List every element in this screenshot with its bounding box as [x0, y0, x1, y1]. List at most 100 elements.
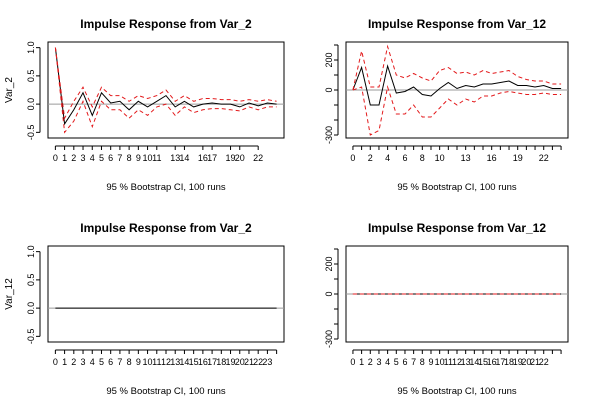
x-tick-label: 22 — [253, 153, 263, 163]
x-tick-label: 12 — [161, 357, 171, 367]
x-tick-label: 6 — [108, 153, 113, 163]
x-tick-label: 21 — [530, 357, 540, 367]
x-axis: 0 2 4 6 8 10 13 16 19 22 — [350, 145, 562, 163]
x-tick-label: 1 — [359, 357, 364, 367]
x-tick-label: 8 — [420, 153, 425, 163]
x-tick-label: 6 — [108, 357, 113, 367]
upper-ci-line — [54, 47, 277, 120]
x-tick-label: 20 — [235, 153, 245, 163]
y-tick-label: -0.5 — [26, 125, 36, 141]
x-tick-label: 13 — [170, 153, 180, 163]
panel-title: Impulse Response from Var_12 — [368, 17, 546, 31]
panel-title: Impulse Response from Var_2 — [80, 17, 252, 31]
y-axis: -300 0 200 — [324, 44, 339, 144]
x-tick-label: 13 — [461, 357, 471, 367]
x-tick-label: 19 — [226, 153, 236, 163]
x-tick-label: 16 — [198, 153, 208, 163]
x-tick-label: 0 — [53, 153, 58, 163]
x-axis-label: 95 % Bootstrap CI, 100 runs — [106, 386, 226, 397]
x-tick-label: 19 — [513, 153, 523, 163]
x-axis-label: 95 % Bootstrap CI, 100 runs — [397, 182, 517, 193]
x-tick-label: 10 — [435, 153, 445, 163]
x-tick-label: 7 — [117, 153, 122, 163]
panel-title: Impulse Response from Var_2 — [80, 221, 252, 235]
y-axis: -0.5 0.0 0.5 1.0 — [26, 41, 41, 141]
x-tick-label: 10 — [143, 153, 153, 163]
x-tick-label: 0 — [53, 357, 58, 367]
y-axis-label: Var_12 — [4, 278, 15, 310]
y-tick-label: 1.0 — [26, 245, 36, 258]
y-tick-label: -300 — [324, 330, 334, 348]
x-axis: 0 1 2 3 4 5 6 7 8 9 10 11 13 14 16 17 19 20 22 — [53, 145, 263, 163]
x-tick-label: 0 — [350, 357, 355, 367]
x-tick-label: 19 — [513, 357, 523, 367]
x-tick-label: 2 — [71, 153, 76, 163]
x-tick-label: 12 — [452, 357, 462, 367]
x-tick-label: 22 — [539, 153, 549, 163]
x-tick-label: 7 — [411, 357, 416, 367]
x-tick-label: 1 — [62, 153, 67, 163]
x-tick-label: 11 — [152, 153, 161, 163]
y-tick-label: 200 — [324, 52, 334, 67]
x-tick-label: 18 — [504, 357, 514, 367]
x-tick-label: 9 — [428, 357, 433, 367]
plot-frame — [47, 245, 285, 343]
y-tick-label: 0 — [324, 87, 334, 92]
x-tick-label: 14 — [179, 153, 189, 163]
x-tick-label: 8 — [127, 153, 132, 163]
x-tick-label: 15 — [189, 357, 199, 367]
x-tick-label: 16 — [487, 153, 497, 163]
x-tick-label: 21 — [244, 357, 254, 367]
x-axis: 0 1 2 3 4 5 6 7 8 9 10 11 12 13 14 15 16 17 18 19 20 21 22 23 — [53, 349, 278, 367]
panel-3: Impulse Response from Var_2 -0.5 0.0 0.5 1.0… — [4, 221, 285, 397]
x-tick-label: 4 — [385, 357, 390, 367]
y-axis-label: Var_2 — [4, 77, 15, 103]
response-line — [352, 64, 562, 106]
y-axis: -300 0 200 — [324, 248, 339, 348]
y-tick-label: 0 — [324, 291, 334, 296]
x-tick-label: 10 — [435, 357, 445, 367]
lower-ci-line — [352, 85, 562, 136]
panel-title: Impulse Response from Var_12 — [368, 221, 546, 235]
x-tick-label: 9 — [136, 357, 141, 367]
x-tick-label: 17 — [207, 153, 217, 163]
x-tick-label: 4 — [385, 153, 390, 163]
x-tick-label: 4 — [90, 357, 95, 367]
x-tick-label: 20 — [235, 357, 245, 367]
y-tick-label: 0.5 — [26, 70, 36, 83]
x-tick-label: 2 — [368, 153, 373, 163]
x-tick-label: 9 — [136, 153, 141, 163]
x-tick-label: 17 — [495, 357, 505, 367]
y-tick-label: 0.5 — [26, 274, 36, 287]
plot-frame — [47, 41, 285, 139]
x-tick-label: 5 — [99, 153, 104, 163]
x-tick-label: 3 — [81, 357, 86, 367]
x-tick-label: 4 — [90, 153, 95, 163]
lower-ci-line — [54, 47, 277, 134]
x-tick-label: 11 — [152, 357, 161, 367]
x-tick-label: 13 — [170, 357, 180, 367]
x-tick-label: 14 — [469, 357, 479, 367]
y-tick-label: -0.5 — [26, 329, 36, 345]
x-tick-label: 8 — [420, 357, 425, 367]
x-tick-label: 18 — [216, 357, 226, 367]
x-tick-label: 3 — [376, 357, 381, 367]
x-tick-label: 7 — [117, 357, 122, 367]
x-tick-label: 0 — [350, 153, 355, 163]
upper-ci-line — [352, 44, 562, 91]
x-tick-label: 5 — [394, 357, 399, 367]
x-tick-label: 16 — [487, 357, 497, 367]
x-axis-label: 95 % Bootstrap CI, 100 runs — [397, 386, 517, 397]
x-tick-label: 20 — [521, 357, 531, 367]
x-tick-label: 15 — [478, 357, 488, 367]
x-tick-label: 22 — [539, 357, 549, 367]
response-line — [54, 47, 277, 126]
panel-1: Impulse Response from Var_2 -0.5 0.0 0.5 1.0… — [4, 17, 285, 193]
x-tick-label: 11 — [444, 357, 453, 367]
x-tick-label: 5 — [99, 357, 104, 367]
x-tick-label: 17 — [207, 357, 217, 367]
x-tick-label: 13 — [461, 153, 471, 163]
